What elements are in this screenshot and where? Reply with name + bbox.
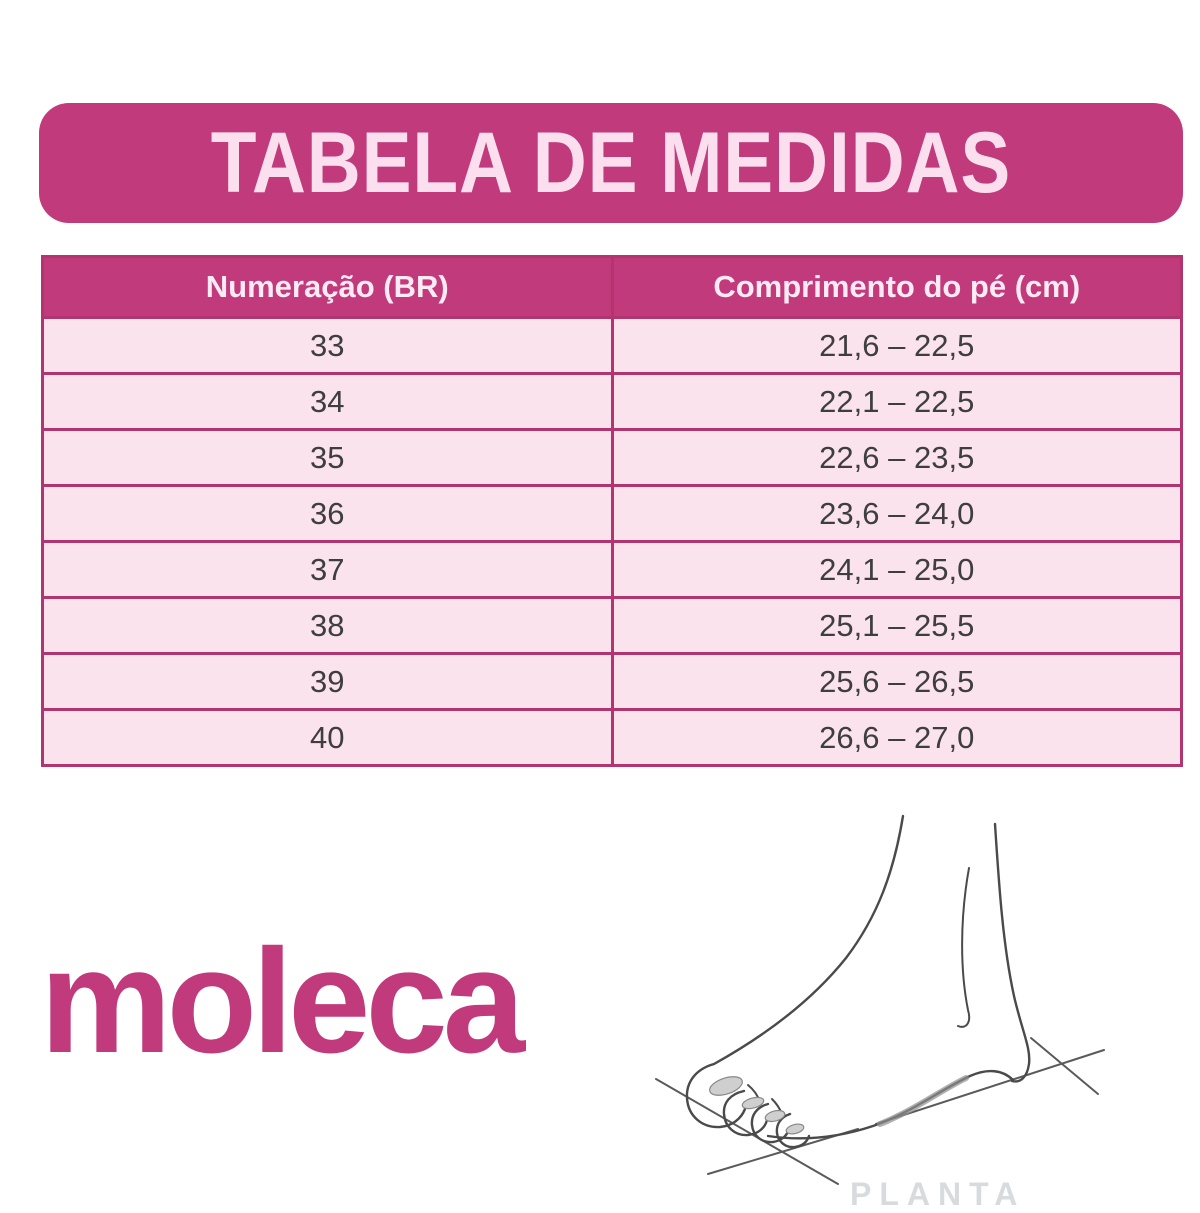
length-cell: 24,1 – 25,0 (610, 540, 1183, 599)
table-row: 37 24,1 – 25,0 (41, 540, 1183, 599)
toenail-1 (709, 1076, 743, 1096)
back-leg-line (993, 822, 1031, 1083)
length-cell: 23,6 – 24,0 (610, 484, 1183, 543)
length-cell: 26,6 – 27,0 (610, 708, 1183, 767)
page-title: TABELA DE MEDIDAS (210, 114, 1012, 211)
length-cell: 22,6 – 23,5 (610, 428, 1183, 487)
table-row: 35 22,6 – 23,5 (41, 428, 1183, 487)
big-toe (685, 1062, 747, 1129)
toe-2 (722, 1089, 769, 1137)
size-table: Numeração (BR) Comprimento do pé (cm) 33… (41, 255, 1183, 767)
foot-illustration-container (618, 786, 1200, 1200)
table-row: 34 22,1 – 22,5 (41, 372, 1183, 431)
column-header-length: Comprimento do pé (cm) (610, 255, 1183, 319)
sole-line (766, 1069, 1015, 1140)
toenail-2 (741, 1096, 765, 1110)
length-cell: 25,6 – 26,5 (610, 652, 1183, 711)
table-row: 36 23,6 – 24,0 (41, 484, 1183, 543)
size-cell: 35 (41, 428, 614, 487)
length-cell: 25,1 – 25,5 (610, 596, 1183, 655)
size-cell: 34 (41, 372, 614, 431)
ground-line-cross-left (655, 1078, 839, 1185)
foot-illustration-icon (655, 814, 1105, 1185)
inner-ankle-line (957, 867, 971, 1028)
moleca-logo: moleca (40, 919, 525, 1084)
watermark-text: PLANTA (850, 1176, 1026, 1212)
ground-line-main-right (875, 1049, 1105, 1125)
size-cell: 37 (41, 540, 614, 599)
length-cell: 21,6 – 22,5 (610, 316, 1183, 375)
table-row: 38 25,1 – 25,5 (41, 596, 1183, 655)
size-table-body: 33 21,6 – 22,5 34 22,1 – 22,5 35 22,6 – 23,5 3… (41, 316, 1183, 767)
front-leg-line (712, 814, 905, 1066)
arch-shadow (877, 1075, 969, 1127)
table-row: 39 25,6 – 26,5 (41, 652, 1183, 711)
toe-3 (750, 1102, 791, 1144)
toe-4 (775, 1112, 811, 1149)
title-banner: TABELA DE MEDIDAS (39, 103, 1183, 223)
size-table-header: Numeração (BR) Comprimento do pé (cm) (41, 255, 1183, 319)
toenail-3 (764, 1109, 786, 1123)
size-cell: 40 (41, 708, 614, 767)
table-row: 33 21,6 – 22,5 (41, 316, 1183, 375)
column-header-size: Numeração (BR) (41, 255, 614, 319)
size-cell: 33 (41, 316, 614, 375)
header-row: Numeração (BR) Comprimento do pé (cm) (41, 255, 1183, 319)
length-cell: 22,1 – 22,5 (610, 372, 1183, 431)
ground-line-cross-right (1030, 1037, 1099, 1095)
size-cell: 36 (41, 484, 614, 543)
toenail-4 (785, 1123, 805, 1135)
size-cell: 38 (41, 596, 614, 655)
size-cell: 39 (41, 652, 614, 711)
table-row: 40 26,6 – 27,0 (41, 708, 1183, 767)
